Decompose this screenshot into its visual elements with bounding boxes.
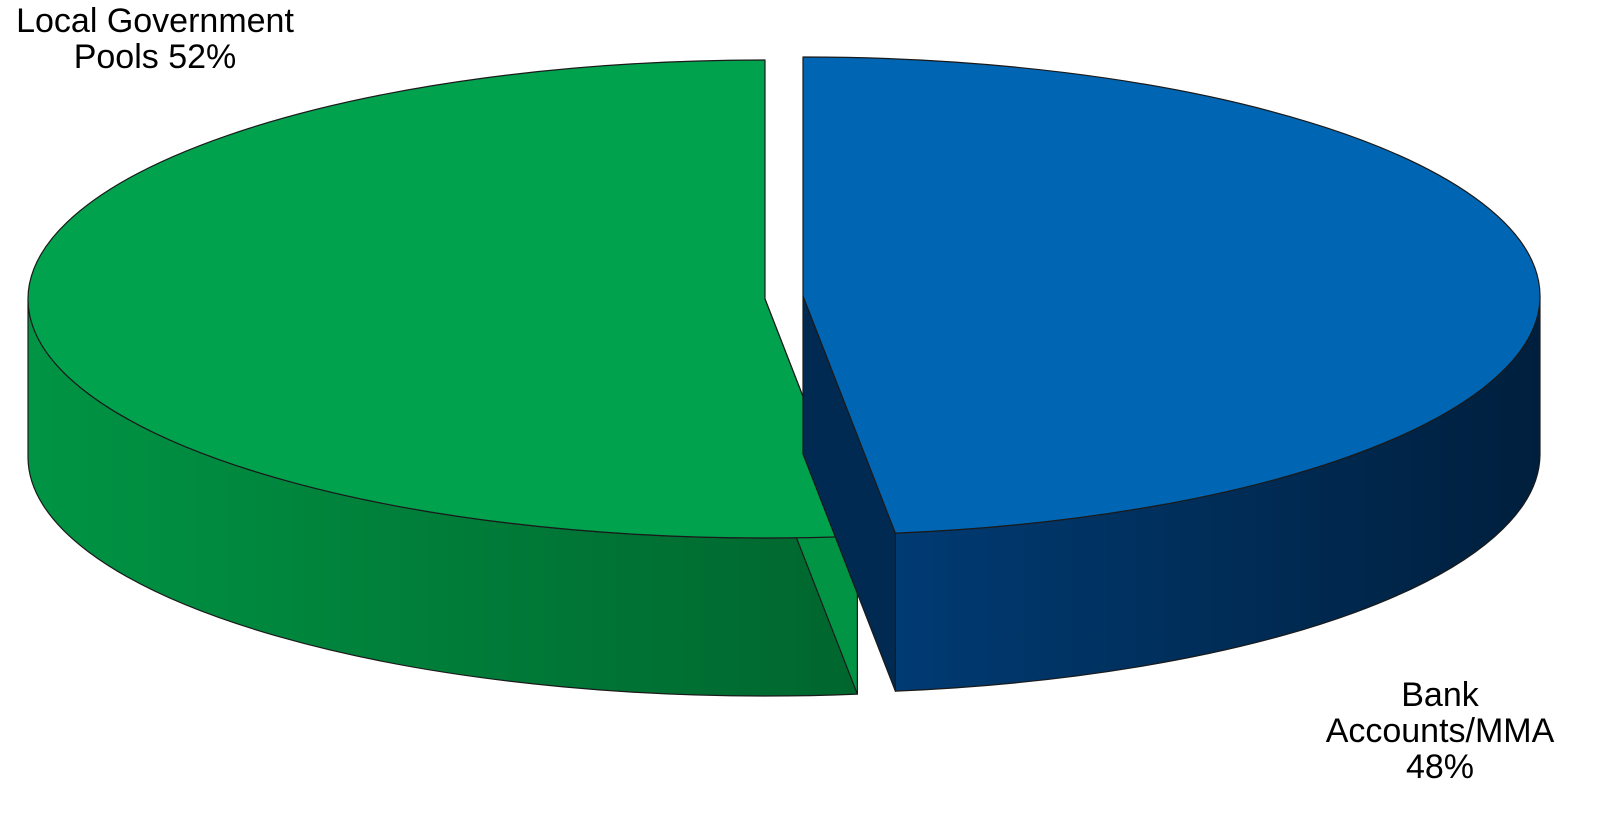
slice-label-1: Bank Accounts/MMA 48% [1326,676,1555,786]
slice-label-line: Pools 52% [74,38,237,76]
pie-slice-1 [802,56,1541,692]
slice-label-line: Bank [1401,676,1479,714]
pie-slice-top-1 [802,56,1541,534]
slice-label-line: Accounts/MMA [1326,712,1555,750]
pie-slice-top-0 [27,59,858,539]
pie-slice-0 [27,59,858,697]
slice-label-line: 48% [1406,748,1474,786]
slice-label-line: Local Government [16,2,294,40]
slice-label-0: Local Government Pools 52% [16,2,294,76]
